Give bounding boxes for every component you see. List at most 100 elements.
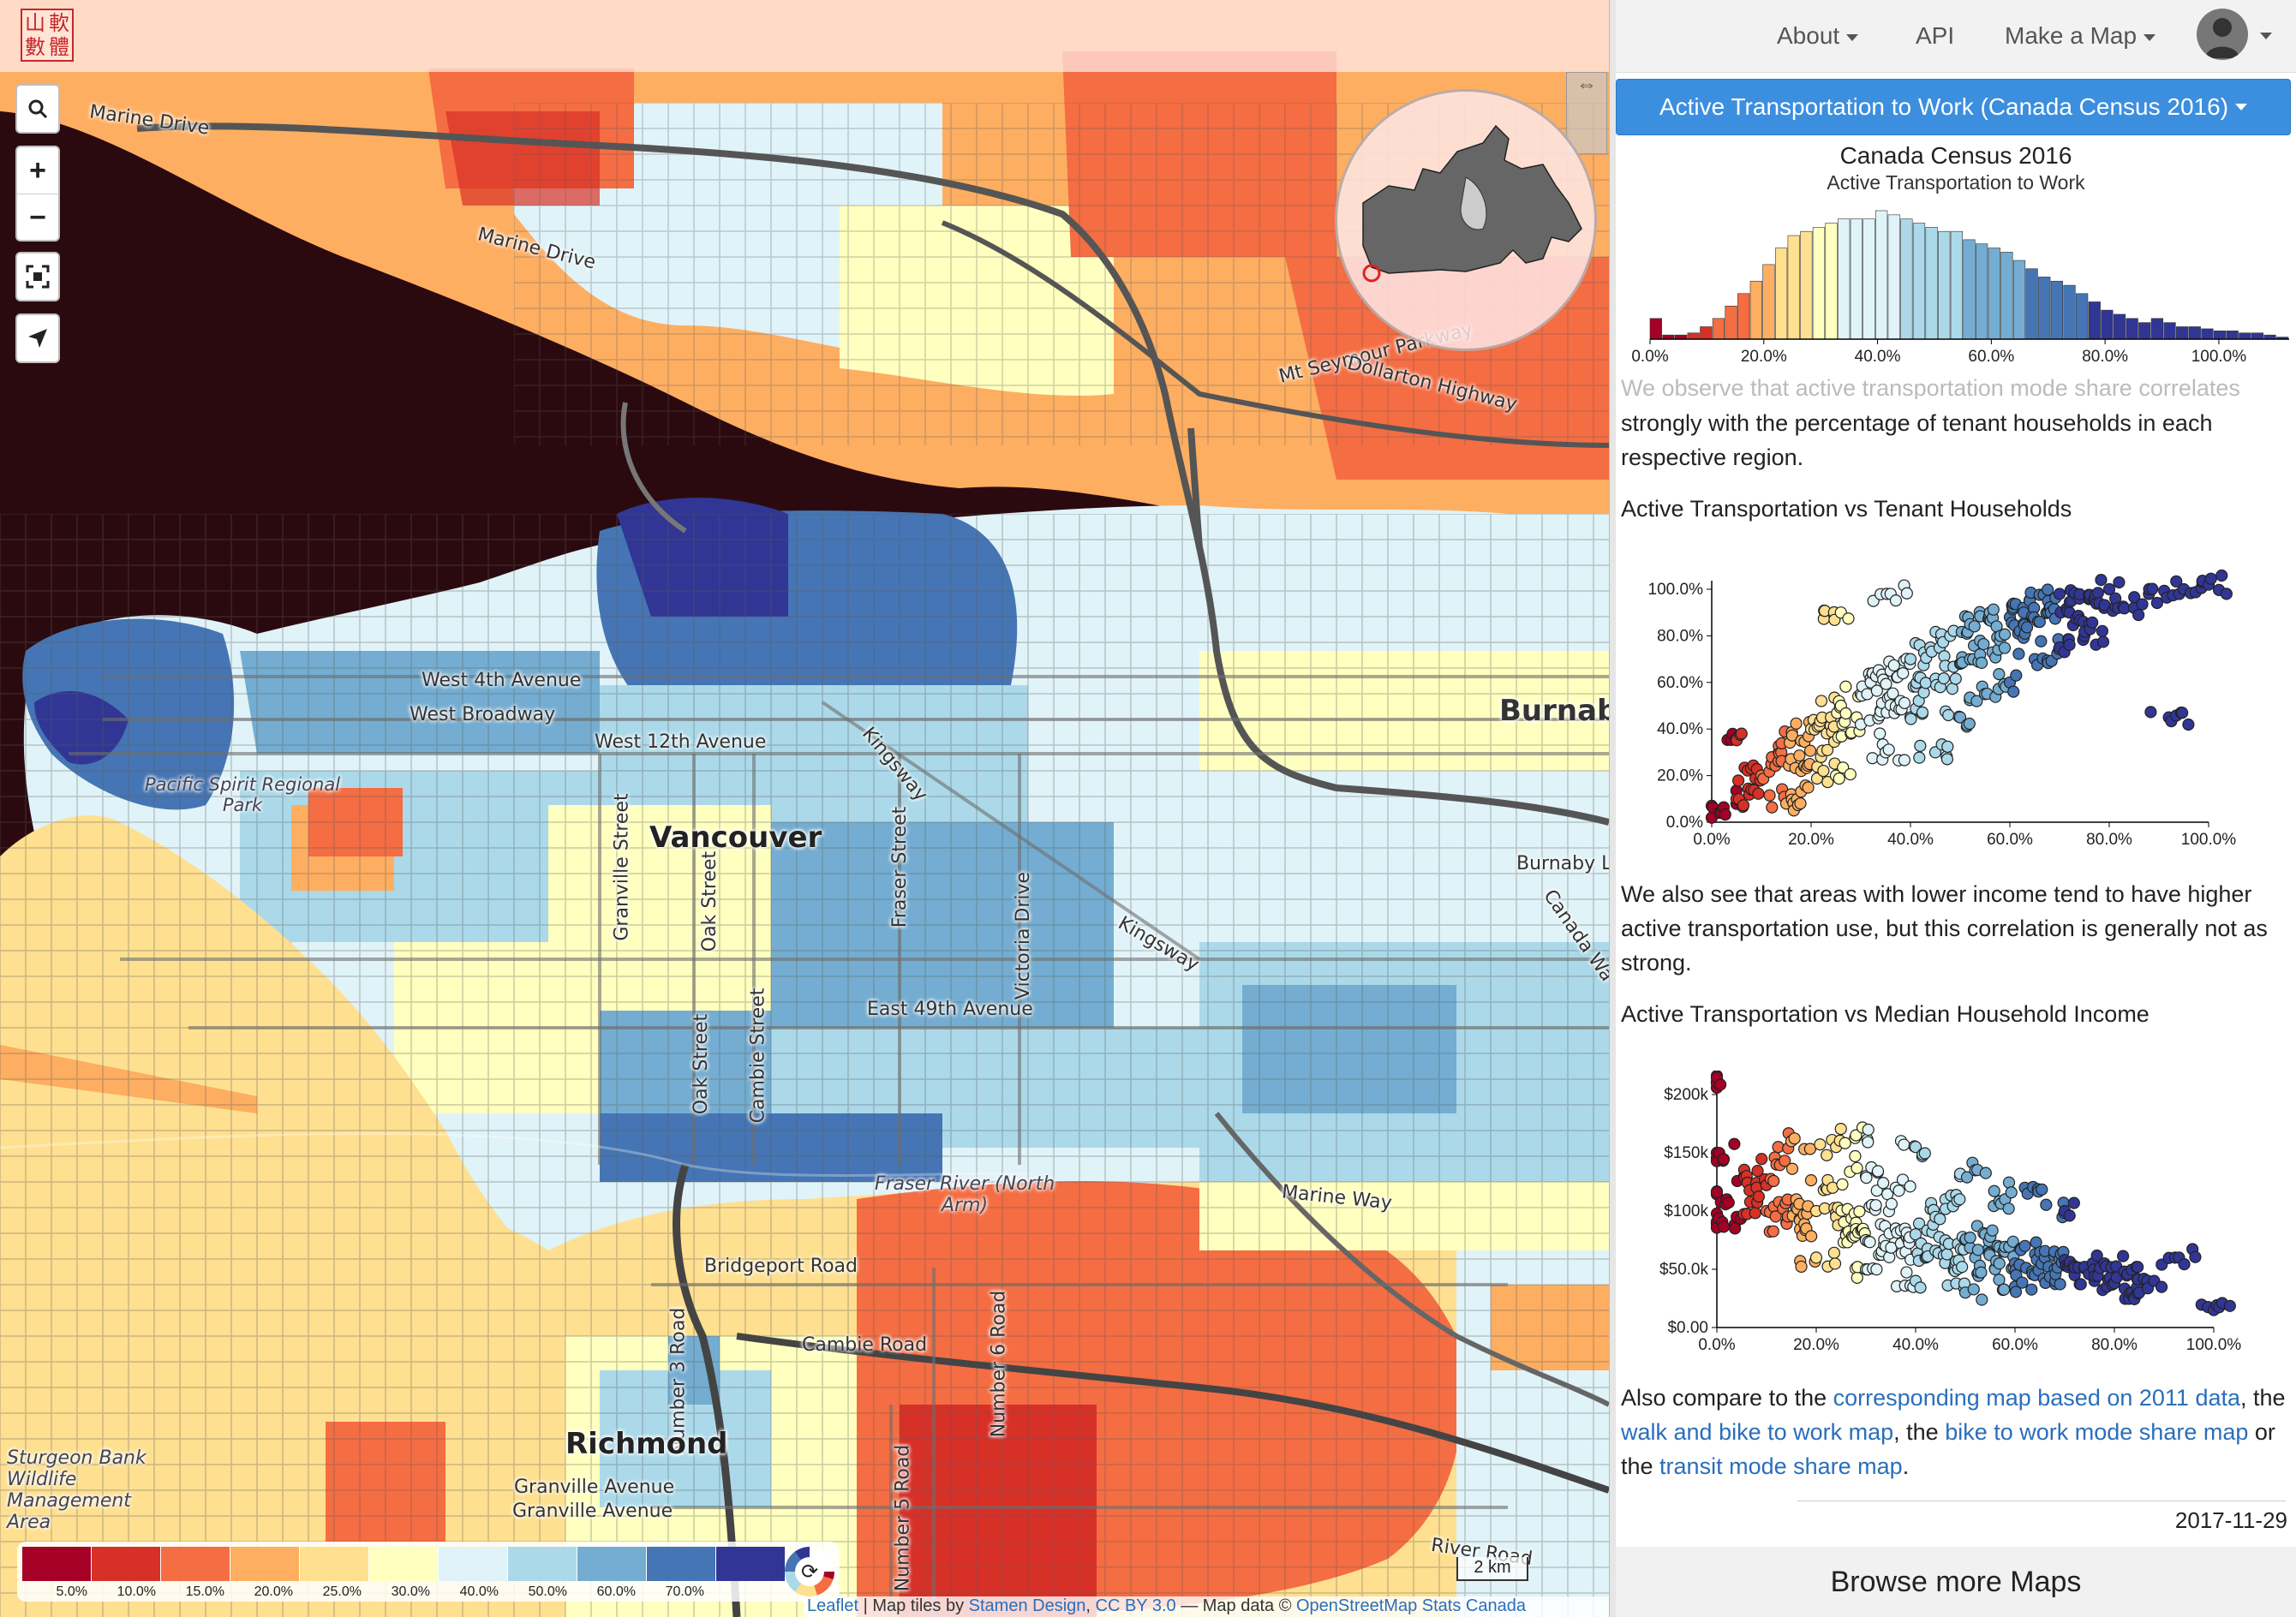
nav-api[interactable]: API xyxy=(1916,22,1954,50)
scatter-point xyxy=(1916,706,1929,719)
legend-ticks: 5.0% 10.0% 15.0% 20.0% 25.0% 30.0% 40.0% 50.0% 6… xyxy=(22,1584,793,1600)
link-2011-map[interactable]: corresponding map based on 2011 data xyxy=(1833,1385,2240,1411)
scatter-point xyxy=(2178,1257,2191,1271)
scatter-point xyxy=(1817,764,1830,778)
overview-minimap[interactable] xyxy=(1335,89,1597,351)
histogram-bar xyxy=(1912,223,1926,340)
scatter-point xyxy=(2025,1283,2038,1296)
user-avatar[interactable] xyxy=(2197,9,2248,60)
histogram-bar xyxy=(2025,268,2038,340)
scatter-point xyxy=(1949,672,1962,685)
resize-handle[interactable]: ⇔ xyxy=(1566,72,1607,154)
map-view[interactable]: Marine Drive Marine Drive Mt Seymour Par… xyxy=(0,0,1609,1617)
search-button[interactable] xyxy=(15,84,60,134)
scatter-point xyxy=(2012,647,2025,660)
scatter-y-tick-label: 20.0% xyxy=(1657,767,1703,785)
link-walk-bike-map[interactable]: walk and bike to work map xyxy=(1621,1419,1894,1445)
map-label-richmond: Richmond xyxy=(565,1427,728,1461)
logo-char: 軟 xyxy=(49,11,69,35)
map-label-oak-st: Oak Street xyxy=(691,1013,713,1115)
stamen-link[interactable]: Stamen Design xyxy=(968,1596,1086,1615)
scatter-x-tick-label: 80.0% xyxy=(2091,1336,2138,1354)
nav-make-map[interactable]: Make a Map xyxy=(2005,22,2156,50)
histogram-bar xyxy=(2101,309,2114,340)
caret-down-icon xyxy=(2235,104,2248,110)
map-header-strip xyxy=(0,0,1609,72)
scatter-point xyxy=(1839,707,1852,720)
scatter-point xyxy=(2136,598,2149,611)
scatter-point xyxy=(1752,787,1765,800)
scatter-x-tick-label: 40.0% xyxy=(1892,1336,1939,1354)
link-bike-map[interactable]: bike to work mode share map xyxy=(1945,1419,2249,1445)
ccby-link[interactable]: CC BY 3.0 xyxy=(1095,1596,1176,1615)
scatter-point xyxy=(1970,695,1983,707)
pane-divider[interactable] xyxy=(1609,0,1617,1617)
scatter-point xyxy=(1979,1167,1992,1179)
zoom-control: + − xyxy=(15,146,60,242)
scatter-point xyxy=(1870,1263,1883,1276)
link-transit-map[interactable]: transit mode share map xyxy=(1659,1453,1903,1479)
histogram-bar xyxy=(2076,293,2089,340)
scatter-y-tick-label: $0.00 xyxy=(1667,1319,1708,1337)
scatter-point xyxy=(1755,1153,1768,1166)
color-scheme-button[interactable]: ⟳ xyxy=(785,1547,834,1596)
scatter-point xyxy=(1851,1271,1863,1284)
scatter-point xyxy=(1766,801,1779,814)
fullscreen-button[interactable] xyxy=(15,252,60,301)
scatter-point xyxy=(1850,1129,1863,1142)
scatter-point xyxy=(1788,1132,1801,1145)
histogram-bar xyxy=(1976,243,1988,340)
histogram-bar xyxy=(1850,218,1863,340)
legend-tick-label: 15.0% xyxy=(185,1584,224,1599)
scatter-point xyxy=(2006,1235,2019,1248)
scatter-point xyxy=(1971,1244,1984,1256)
scatter-point xyxy=(1904,653,1917,665)
scatter-point xyxy=(1871,1165,1885,1178)
scatter-point xyxy=(1900,587,1913,600)
zoom-out-button[interactable]: − xyxy=(29,200,46,234)
dataset-dropdown[interactable]: Active Transportation to Work (Canada Ce… xyxy=(1616,79,2291,135)
scatter-y-tick-label: 100.0% xyxy=(1648,581,1704,599)
histogram-bar xyxy=(2150,318,2164,340)
stats-canada-link[interactable]: Stats Canada xyxy=(1417,1596,1526,1615)
histogram-bar xyxy=(2126,318,2138,340)
avatar-caret-icon[interactable] xyxy=(2260,33,2272,39)
scatter-point xyxy=(1793,749,1806,762)
color-legend: 5.0% 10.0% 15.0% 20.0% 25.0% 30.0% 40.0% 50.0% 6… xyxy=(17,1542,840,1602)
histogram-bar xyxy=(2063,284,2076,340)
scatter-income-chart: 0.0% 20.0% 40.0% 60.0% 80.0% 100.0% $0.00 $50.0… xyxy=(1659,1071,2242,1354)
map-label-no6: Number 6 Road xyxy=(988,1290,1010,1438)
legend-swatch xyxy=(369,1547,439,1581)
leaflet-link[interactable]: Leaflet xyxy=(807,1596,859,1615)
scatter-x-tick-label: 100.0% xyxy=(2186,1336,2242,1354)
compare-text: , the xyxy=(1893,1419,1946,1445)
scatter-point xyxy=(1869,1199,1882,1212)
legend-tick-label: 30.0% xyxy=(391,1584,430,1599)
zoom-in-button[interactable]: + xyxy=(17,147,58,194)
osm-link[interactable]: OpenStreetMap xyxy=(1296,1596,1418,1615)
scatter-point xyxy=(2002,1176,2016,1189)
chart2-title: Active Transportation vs Median Househol… xyxy=(1621,1001,2150,1027)
histogram-bar xyxy=(1863,218,1875,340)
legend-tick-label: 20.0% xyxy=(254,1584,293,1599)
nav-about[interactable]: About xyxy=(1777,22,1859,50)
legend-swatch xyxy=(508,1547,577,1581)
browse-more-maps-button[interactable]: Browse more Maps xyxy=(1616,1547,2296,1617)
legend-tick-label: 25.0% xyxy=(322,1584,362,1599)
scatter-point xyxy=(1993,1257,2006,1270)
site-logo[interactable]: 山軟數體 xyxy=(21,9,74,62)
scatter-point xyxy=(1839,1137,1851,1149)
sidebar: About API Make a Map Active Transportati… xyxy=(1616,0,2296,1617)
histogram-bar xyxy=(2239,332,2251,340)
scatter-point xyxy=(1803,744,1817,757)
locate-button[interactable] xyxy=(15,313,60,363)
legend-tick-label: 40.0% xyxy=(459,1584,499,1599)
scatter-point xyxy=(1897,667,1910,680)
scatter-point xyxy=(1866,752,1879,765)
scatter-point xyxy=(1717,1220,1731,1233)
scatter-point xyxy=(1805,1230,1818,1243)
scatter-point xyxy=(1870,684,1883,697)
scatter-point xyxy=(1877,1177,1890,1190)
map-base-layer[interactable] xyxy=(0,0,1609,1617)
histogram-bar xyxy=(2201,328,2214,340)
